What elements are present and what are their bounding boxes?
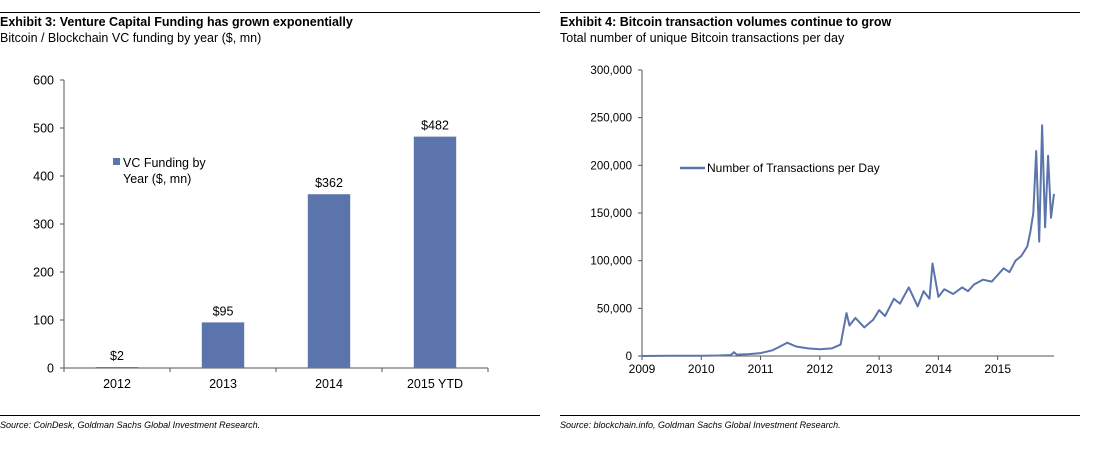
bar <box>201 322 245 368</box>
x-tick-label: 2015 YTD <box>407 377 463 391</box>
vc-funding-bar-chart: 0 100 200 300 400 500 600 $2 2012 $95 2013 $362 2014… <box>33 74 489 391</box>
y-tick-label: 600 <box>33 74 54 88</box>
data-label: $95 <box>213 304 234 318</box>
x-tick-label: 2015 <box>984 362 1011 376</box>
legend-swatch <box>113 158 120 165</box>
exhibit-subtitle: Total number of unique Bitcoin transacti… <box>560 31 845 45</box>
bottom-rule <box>0 415 540 416</box>
y-tick-label: 200,000 <box>590 160 632 172</box>
exhibit-title: Exhibit 4: Bitcoin transaction volumes c… <box>560 15 892 29</box>
y-tick-label: 50,000 <box>597 303 632 315</box>
series-line <box>641 124 1055 357</box>
x-tick-label: 2012 <box>103 377 131 391</box>
x-tick-label: 2010 <box>688 362 715 376</box>
bar <box>413 136 457 368</box>
legend-label: VC Funding by <box>123 156 206 170</box>
bar <box>95 367 139 368</box>
legend-label: Number of Transactions per Day <box>707 161 880 175</box>
y-tick-label: 500 <box>33 122 54 136</box>
exhibit-3-panel: Exhibit 3: Venture Capital Funding has g… <box>0 0 540 449</box>
bottom-rule <box>560 415 1080 416</box>
bar <box>307 194 351 368</box>
x-tick-label: 2012 <box>806 362 833 376</box>
y-tick-label: 300,000 <box>590 65 632 77</box>
x-tick-label: 2013 <box>866 362 893 376</box>
exhibit-title: Exhibit 3: Venture Capital Funding has g… <box>0 15 353 29</box>
y-tick-label: 300 <box>33 218 54 232</box>
data-label: $362 <box>315 176 343 190</box>
exhibit-4-panel: Exhibit 4: Bitcoin transaction volumes c… <box>560 0 1080 449</box>
exhibit-subtitle: Bitcoin / Blockchain VC funding by year … <box>0 31 262 45</box>
legend-label: Year ($, mn) <box>123 172 191 186</box>
source-note: Source: CoinDesk, Goldman Sachs Global I… <box>0 420 261 430</box>
data-label: $482 <box>421 119 449 133</box>
source-note: Source: blockchain.info, Goldman Sachs G… <box>560 420 841 430</box>
x-tick-label: 2014 <box>925 362 952 376</box>
y-tick-label: 400 <box>33 170 54 184</box>
y-tick-label: 200 <box>33 266 54 280</box>
top-rule <box>0 12 540 13</box>
y-tick-label: 100 <box>33 314 54 328</box>
x-tick-label: 2013 <box>209 377 237 391</box>
y-tick-label: 0 <box>626 351 632 363</box>
top-rule <box>560 12 1080 13</box>
transactions-line-chart: 0 50,000 100,000 150,000 200,000 250,000 300,0… <box>590 65 1055 376</box>
x-tick-label: 2014 <box>315 377 343 391</box>
y-tick-label: 150,000 <box>590 208 632 220</box>
x-tick-label: 2009 <box>629 362 656 376</box>
data-label: $2 <box>110 349 124 363</box>
y-tick-label: 250,000 <box>590 113 632 125</box>
x-tick-label: 2011 <box>748 362 774 376</box>
y-tick-label: 100,000 <box>590 256 632 268</box>
y-tick-label: 0 <box>47 362 54 376</box>
